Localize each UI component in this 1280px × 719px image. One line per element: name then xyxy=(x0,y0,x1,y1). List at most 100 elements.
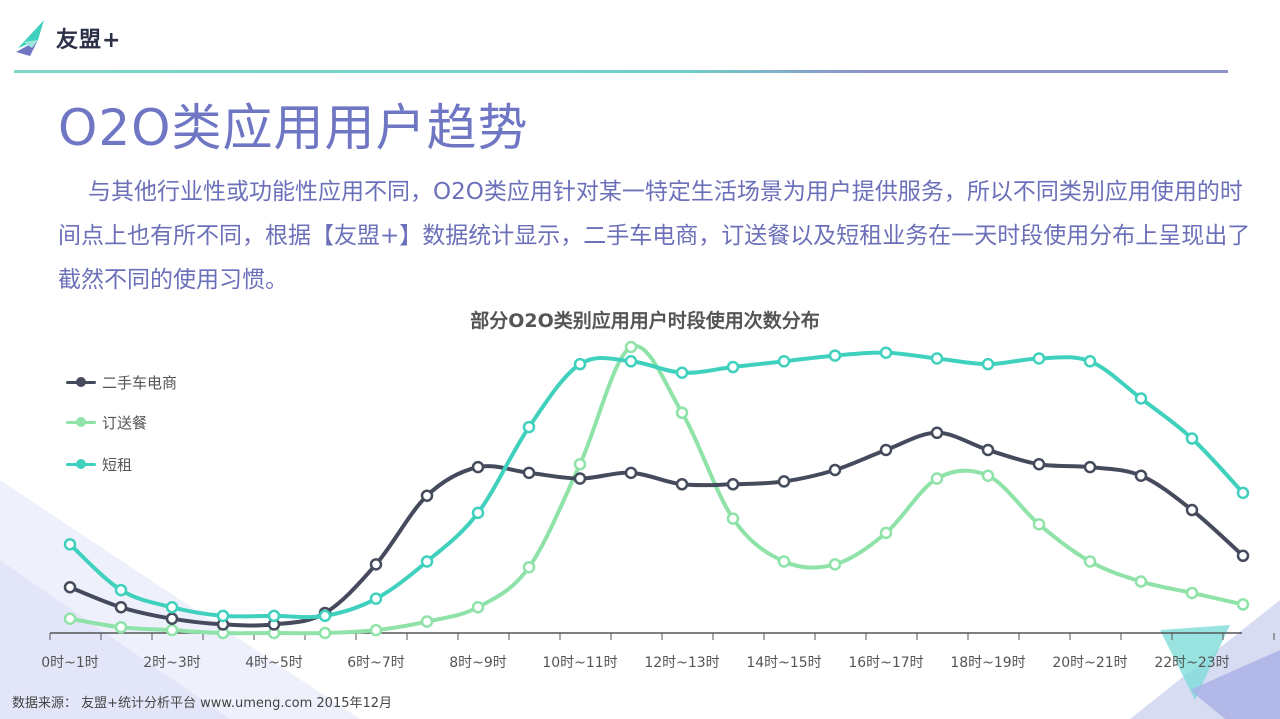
header-divider xyxy=(14,70,1228,73)
data-point-series-1 xyxy=(1236,549,1250,563)
data-point-series-1 xyxy=(675,478,689,491)
data-point-series-1 xyxy=(981,443,995,457)
data-point-series-3 xyxy=(675,366,689,379)
data-point-series-3 xyxy=(624,355,638,368)
data-point-series-2 xyxy=(879,526,893,540)
data-point-series-3 xyxy=(63,538,77,551)
legend-item-series-3: 短租 xyxy=(66,454,132,474)
data-point-series-1 xyxy=(879,443,893,457)
data-point-series-1 xyxy=(1083,460,1097,474)
data-point-series-1 xyxy=(1185,503,1199,517)
data-point-series-2 xyxy=(522,560,536,574)
data-point-series-3 xyxy=(1134,392,1148,405)
legend-item-series-2: 订送餐 xyxy=(66,412,147,432)
data-point-series-2 xyxy=(369,623,383,637)
data-point-series-2 xyxy=(624,340,638,354)
data-point-series-1 xyxy=(1134,469,1148,482)
data-point-series-3 xyxy=(1032,352,1046,365)
data-point-series-3 xyxy=(369,592,383,605)
data-point-series-2 xyxy=(420,615,434,628)
series-line-3 xyxy=(68,350,1245,620)
data-point-series-3 xyxy=(777,355,791,368)
data-point-series-1 xyxy=(369,558,383,571)
data-point-series-3 xyxy=(267,609,281,623)
data-point-series-2 xyxy=(981,469,995,482)
data-point-series-1 xyxy=(471,460,485,474)
data-point-series-1 xyxy=(624,466,638,480)
data-point-series-2 xyxy=(573,458,587,471)
x-tick-label: 22时~23时 xyxy=(1154,655,1229,671)
data-point-series-3 xyxy=(879,346,893,359)
data-point-series-1 xyxy=(930,426,944,440)
data-point-series-1 xyxy=(165,612,179,625)
data-point-series-2 xyxy=(471,601,485,614)
data-point-series-2 xyxy=(777,555,791,568)
data-point-series-1 xyxy=(114,601,128,614)
data-point-series-3 xyxy=(828,349,842,362)
legend-swatch-series-1 xyxy=(66,376,96,388)
data-point-series-1 xyxy=(522,466,536,480)
data-point-series-2 xyxy=(1134,575,1148,588)
data-point-series-3 xyxy=(930,352,944,365)
data-point-series-1 xyxy=(573,472,587,485)
brand-logo: 友盟+ xyxy=(14,18,121,58)
data-point-series-3 xyxy=(522,420,536,434)
page-title: O2O类应用用户趋势 xyxy=(58,99,529,157)
legend-item-series-1: 二手车电商 xyxy=(66,372,177,392)
data-point-series-1 xyxy=(726,478,740,491)
umeng-logo-icon xyxy=(16,20,44,56)
x-tick-label: 16时~17时 xyxy=(848,655,923,671)
data-point-series-2 xyxy=(63,612,77,625)
data-point-series-2 xyxy=(930,472,944,485)
data-point-series-2 xyxy=(1083,555,1097,568)
x-tick-label: 12时~13时 xyxy=(644,655,719,671)
legend-label-series-2: 订送餐 xyxy=(102,413,148,432)
data-point-series-3 xyxy=(318,609,332,623)
legend-label-series-1: 二手车电商 xyxy=(102,373,178,392)
data-point-series-3 xyxy=(981,357,995,371)
data-point-series-1 xyxy=(1032,458,1046,471)
data-point-series-2 xyxy=(114,621,128,634)
data-point-series-3 xyxy=(165,601,179,614)
data-point-series-1 xyxy=(420,489,434,502)
x-tick-label: 8时~9时 xyxy=(449,655,507,671)
x-tick-label: 14时~15时 xyxy=(746,655,821,671)
data-point-series-1 xyxy=(777,475,791,488)
series-line-1 xyxy=(68,430,1245,628)
data-point-series-2 xyxy=(675,406,689,420)
brand-name: 友盟+ xyxy=(56,28,122,53)
data-point-series-2 xyxy=(318,626,332,640)
data-point-series-2 xyxy=(165,623,179,637)
data-point-series-3 xyxy=(1083,355,1097,368)
data-point-series-3 xyxy=(1236,486,1250,500)
data-point-series-2 xyxy=(1032,518,1046,531)
data-point-series-3 xyxy=(420,555,434,568)
chart-title: 部分O2O类别应用用户时段使用次数分布 xyxy=(470,310,820,332)
data-source-note: 数据来源： 友盟+统计分析平台 www.umeng.com 2015年12月 xyxy=(12,696,393,711)
x-tick-label: 4时~5时 xyxy=(245,655,303,671)
data-point-series-3 xyxy=(726,360,740,374)
x-tick-label: 20时~21时 xyxy=(1052,655,1127,671)
legend-swatch-series-2 xyxy=(66,416,96,428)
data-point-series-3 xyxy=(573,357,587,371)
x-tick-label: 2时~3时 xyxy=(143,655,201,671)
data-point-series-3 xyxy=(1185,432,1199,445)
x-tick-label: 0时~1时 xyxy=(41,655,99,671)
legend-swatch-series-3 xyxy=(66,458,96,470)
legend-label-series-3: 短租 xyxy=(102,455,133,474)
data-point-series-1 xyxy=(828,463,842,477)
x-tick-label: 10时~11时 xyxy=(542,655,617,671)
data-point-series-2 xyxy=(726,512,740,525)
data-point-series-2 xyxy=(1185,586,1199,600)
x-tick-label: 6时~7时 xyxy=(347,655,405,671)
data-point-series-2 xyxy=(828,558,842,571)
data-point-series-3 xyxy=(114,583,128,597)
intro-paragraph: 与其他行业性或功能性应用不同，O2O类应用针对某一特定生活场景为用户提供服务，所… xyxy=(58,179,1251,293)
series-line-2 xyxy=(68,344,1245,636)
data-point-series-3 xyxy=(216,609,230,623)
data-point-series-1 xyxy=(63,580,77,594)
x-tick-label: 18时~19时 xyxy=(950,655,1025,671)
data-point-series-2 xyxy=(1236,598,1250,611)
data-point-series-3 xyxy=(471,506,485,520)
